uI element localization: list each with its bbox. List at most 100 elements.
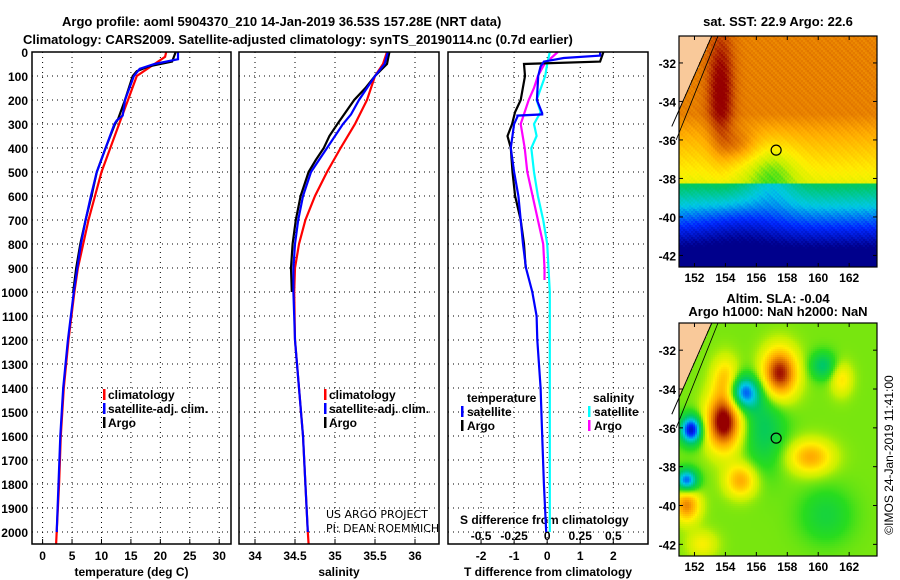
y-tick-label: 1000 bbox=[1, 286, 28, 300]
y-tick-label: 1800 bbox=[1, 478, 28, 492]
series-line-t-satellite bbox=[509, 52, 602, 533]
legend-swatch bbox=[103, 389, 106, 400]
title-line-1: Argo profile: aoml 5904370_210 14-Jan-20… bbox=[62, 14, 501, 29]
lat-tick-label: -36 bbox=[659, 422, 677, 436]
shelf-contour bbox=[675, 322, 719, 428]
credit-line-2: PI: DEAN ROEMMICH bbox=[326, 522, 439, 535]
x-tick-label: 25 bbox=[183, 549, 197, 563]
lon-tick-label: 158 bbox=[777, 560, 797, 574]
legend-label: Argo bbox=[108, 416, 136, 430]
x-tick-label: -1 bbox=[509, 549, 520, 563]
sst-heatmap bbox=[679, 36, 877, 267]
lat-tick-label: -40 bbox=[659, 500, 677, 514]
x-tick-label: 36 bbox=[408, 549, 422, 563]
legend-label: satellite bbox=[467, 405, 512, 419]
profile-location-marker bbox=[770, 144, 782, 156]
legend-swatch bbox=[324, 417, 327, 428]
x-tick-label: 15 bbox=[124, 549, 138, 563]
legend-swatch bbox=[103, 403, 106, 414]
lat-tick-label: -38 bbox=[659, 461, 677, 475]
y-tick-label: 200 bbox=[8, 94, 28, 108]
lat-tick-label: -38 bbox=[659, 172, 677, 186]
x-tick-label: -2 bbox=[476, 549, 487, 563]
series-line-satellite-adj-clim- bbox=[292, 51, 389, 533]
series-line-s-satellite bbox=[530, 51, 551, 532]
s-diff-tick-label: 0.5 bbox=[605, 529, 622, 543]
y-tick-label: 1300 bbox=[1, 358, 28, 372]
legend-label: climatology bbox=[108, 388, 175, 402]
plot-frame bbox=[447, 51, 649, 545]
x-tick-label: 1 bbox=[577, 549, 584, 563]
x-tick-label: 35.5 bbox=[363, 549, 387, 563]
legend-label: Argo bbox=[467, 419, 495, 433]
x-tick-label: 34.5 bbox=[283, 549, 307, 563]
y-tick-label: 100 bbox=[8, 70, 28, 84]
map-frame bbox=[678, 322, 878, 557]
lon-tick-label: 162 bbox=[839, 271, 859, 285]
x-tick-label: 10 bbox=[95, 549, 109, 563]
x-tick-label: 30 bbox=[213, 549, 227, 563]
lon-tick-label: 152 bbox=[684, 271, 704, 285]
lat-tick-label: -42 bbox=[659, 538, 677, 552]
sst-map-title: sat. SST: 22.9 Argo: 22.6 bbox=[703, 14, 853, 29]
sla-map-subtitle: Argo h1000: NaN h2000: NaN bbox=[688, 304, 867, 319]
y-tick-label: 1400 bbox=[1, 382, 28, 396]
y-tick-label: 1700 bbox=[1, 454, 28, 468]
lon-tick-label: 156 bbox=[746, 560, 766, 574]
x-axis-label: T difference from climatology bbox=[464, 565, 632, 579]
lat-tick-label: -40 bbox=[659, 211, 677, 225]
legend-label: satellite-adj. clim. bbox=[329, 402, 429, 416]
series-line-s-argo bbox=[519, 51, 559, 280]
x-tick-label: 34 bbox=[248, 549, 262, 563]
y-tick-label: 1900 bbox=[1, 502, 28, 516]
shelf-contour bbox=[675, 35, 719, 141]
s-diff-tick-label: 0 bbox=[544, 529, 551, 543]
legend-label: Argo bbox=[594, 419, 622, 433]
lon-tick-label: 160 bbox=[808, 271, 828, 285]
y-tick-label: 1600 bbox=[1, 430, 28, 444]
y-tick-label: 1500 bbox=[1, 406, 28, 420]
y-tick-label: 300 bbox=[8, 118, 28, 132]
lat-tick-label: -32 bbox=[659, 57, 677, 71]
plot-frame bbox=[31, 51, 232, 545]
lon-tick-label: 156 bbox=[746, 271, 766, 285]
coastline bbox=[671, 322, 713, 415]
legend-swatch bbox=[324, 403, 327, 414]
s-diff-axis-label: S difference from climatology bbox=[460, 513, 629, 527]
lon-tick-label: 152 bbox=[684, 560, 704, 574]
legend-label: satellite-adj. clim. bbox=[108, 402, 208, 416]
lon-tick-label: 154 bbox=[715, 271, 735, 285]
sla-map-title: Altim. SLA: -0.04 bbox=[726, 291, 830, 306]
lat-tick-label: -36 bbox=[659, 134, 677, 148]
lat-tick-label: -34 bbox=[659, 383, 677, 397]
y-tick-label: 1200 bbox=[1, 334, 28, 348]
legend-header-temperature: temperature bbox=[467, 391, 537, 405]
y-tick-label: 900 bbox=[8, 262, 28, 276]
credit-line-1: US ARGO PROJECT bbox=[326, 508, 428, 521]
profile-location-marker bbox=[770, 432, 782, 444]
x-tick-label: 5 bbox=[69, 549, 76, 563]
y-tick-label: 0 bbox=[21, 46, 28, 60]
lat-tick-label: -42 bbox=[659, 249, 677, 263]
y-tick-label: 800 bbox=[8, 238, 28, 252]
legend-header-salinity: salinity bbox=[593, 391, 635, 405]
lon-tick-label: 160 bbox=[808, 560, 828, 574]
legend-swatch bbox=[461, 420, 464, 431]
series-line-satellite-adj-clim- bbox=[55, 52, 180, 533]
x-tick-label: 2 bbox=[610, 549, 617, 563]
legend-swatch bbox=[461, 406, 464, 417]
s-diff-tick-label: -0.25 bbox=[500, 529, 528, 543]
lon-tick-label: 162 bbox=[839, 560, 859, 574]
copyright-text: ©IMOS 24-Jan-2019 11:41:00 bbox=[882, 375, 896, 535]
y-tick-label: 2000 bbox=[1, 526, 28, 540]
s-diff-tick-label: -0.5 bbox=[471, 529, 492, 543]
x-tick-label: 0 bbox=[39, 549, 46, 563]
s-diff-tick-label: 0.25 bbox=[569, 529, 593, 543]
legend-swatch bbox=[588, 406, 591, 417]
x-axis-label: salinity bbox=[318, 565, 360, 579]
coastline bbox=[671, 35, 713, 127]
legend-label: satellite bbox=[594, 405, 639, 419]
lon-tick-label: 158 bbox=[777, 271, 797, 285]
legend-swatch bbox=[588, 420, 591, 431]
